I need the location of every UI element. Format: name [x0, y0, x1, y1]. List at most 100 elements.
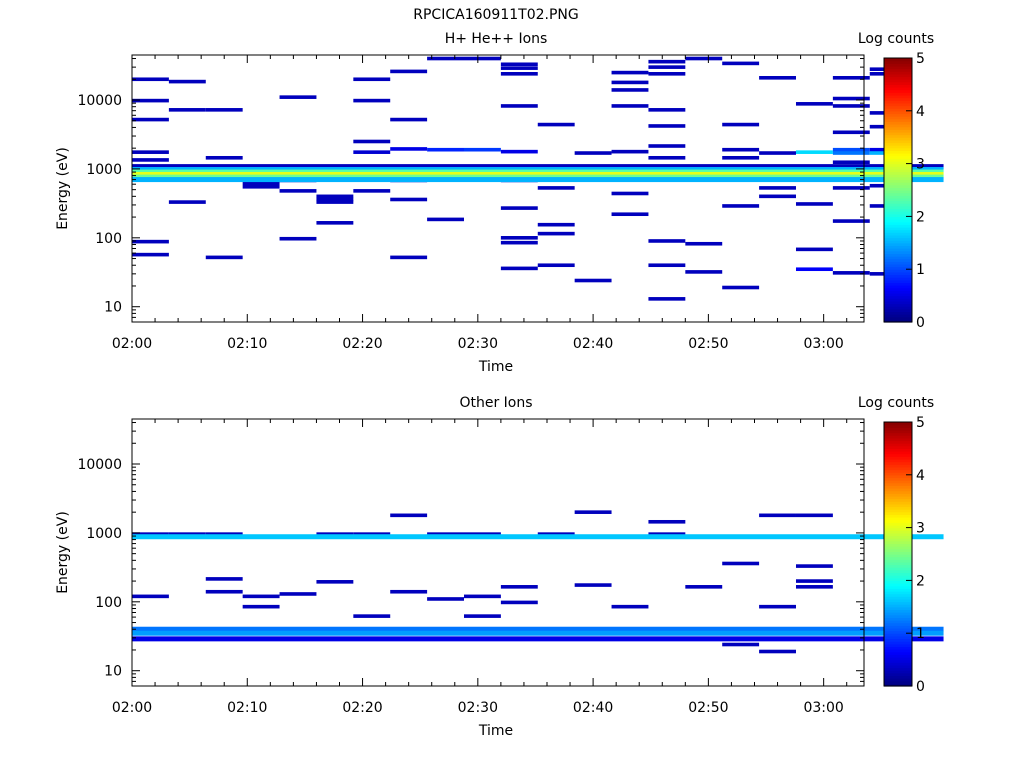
data-cell [795, 247, 833, 252]
y-tick-label: 10000 [77, 457, 122, 473]
data-cell [427, 147, 464, 152]
colorbar-cell [884, 190, 912, 194]
colorbar-cell [884, 237, 912, 241]
colorbar-cell [884, 245, 912, 249]
colorbar-cell [884, 100, 912, 104]
data-cell [390, 117, 428, 122]
data-cell [353, 139, 391, 144]
colorbar-cell [884, 174, 912, 178]
data-cell [648, 155, 686, 160]
colorbar-cell [884, 253, 912, 257]
data-cell [316, 532, 354, 536]
x-axis-label: Time [478, 359, 513, 375]
data-cell [205, 532, 243, 536]
x-tick-label: 02:10 [227, 336, 267, 352]
y-tick-label: 10 [104, 300, 122, 316]
colorbar-cell [884, 556, 912, 560]
colorbar-cell [884, 464, 912, 468]
colorbar-cell [884, 620, 912, 624]
colorbar-cell [884, 559, 912, 563]
data-cell [427, 217, 464, 222]
colorbar-cell [884, 229, 912, 233]
colorbar-cell [884, 311, 912, 315]
data-cell [279, 236, 317, 241]
colorbar-cell [884, 612, 912, 616]
colorbar-cell [884, 221, 912, 225]
data-cell [722, 642, 760, 647]
data-cell [611, 212, 649, 217]
colorbar-cell [884, 567, 912, 571]
colorbar-cell [884, 443, 912, 447]
data-cell [279, 592, 317, 596]
colorbar-tick-label: 5 [916, 51, 925, 67]
colorbar-cell [884, 147, 912, 151]
colorbar-cell [884, 263, 912, 268]
colorbar-cell [884, 427, 912, 431]
data-cell [685, 56, 723, 61]
data-cell [648, 144, 686, 148]
data-cell [500, 72, 538, 76]
colorbar-cell [884, 150, 912, 154]
colorbar-cell [884, 598, 912, 603]
panel-other-ions: 02:00 02:10 02:20 02:30 02:40 02:50 03:0010100… [55, 395, 944, 739]
colorbar-cell [884, 429, 912, 434]
x-tick-label: 02:30 [458, 700, 498, 716]
colorbar-cell [884, 451, 912, 455]
colorbar-cell [884, 195, 912, 199]
data-cell [463, 614, 501, 618]
data-cell [648, 65, 686, 69]
data-cell [242, 184, 280, 189]
band-cell [132, 177, 944, 183]
data-cell [500, 240, 538, 245]
colorbar-cell [884, 84, 912, 88]
colorbar-cell [884, 580, 912, 584]
data-cell [463, 56, 501, 61]
colorbar-cell [884, 546, 912, 550]
data-cell [722, 561, 760, 566]
data-cell [722, 155, 760, 160]
colorbar-cell [884, 675, 912, 679]
x-tick-label: 02:50 [688, 336, 728, 352]
colorbar-cell [884, 583, 912, 587]
data-cell [500, 66, 538, 70]
colorbar-cell [884, 424, 912, 428]
colorbar-cell [884, 646, 912, 650]
colorbar-cell [884, 118, 912, 122]
data-cell [463, 594, 501, 599]
colorbar-cell [884, 458, 912, 463]
colorbar-cell [884, 155, 912, 159]
colorbar-cell [884, 511, 912, 515]
band-cell [132, 626, 944, 632]
colorbar-cell [884, 485, 912, 489]
data-cell [168, 108, 206, 112]
colorbar-cell [884, 224, 912, 228]
data-cell [722, 204, 760, 208]
colorbar-tick-label: 1 [916, 262, 925, 278]
colorbar-cell [884, 601, 912, 605]
colorbar-cell [884, 480, 912, 484]
colorbar-cell [884, 493, 912, 497]
colorbar-cell [884, 60, 912, 64]
data-cell [648, 72, 686, 76]
colorbar-cell [884, 81, 912, 85]
colorbar-cell [884, 456, 912, 460]
data-cell [795, 102, 833, 106]
colorbar-tick-label: 3 [916, 157, 925, 173]
colorbar-tick-label: 0 [916, 679, 925, 695]
colorbar-cell [884, 633, 912, 637]
colorbar-cell [884, 672, 912, 677]
data-cell [390, 147, 428, 151]
colorbar-cell [884, 258, 912, 262]
colorbar-cell [884, 92, 912, 96]
data-cell [795, 579, 833, 583]
data-cell [611, 80, 649, 85]
data-cell [685, 241, 723, 246]
data-cell [500, 236, 538, 240]
colorbar-cell [884, 641, 912, 645]
data-cell [132, 532, 169, 536]
colorbar-cell [884, 179, 912, 183]
data-cell [242, 181, 280, 186]
colorbar-cell [884, 683, 912, 687]
colorbar-cell [884, 453, 912, 457]
data-cell [537, 222, 575, 227]
